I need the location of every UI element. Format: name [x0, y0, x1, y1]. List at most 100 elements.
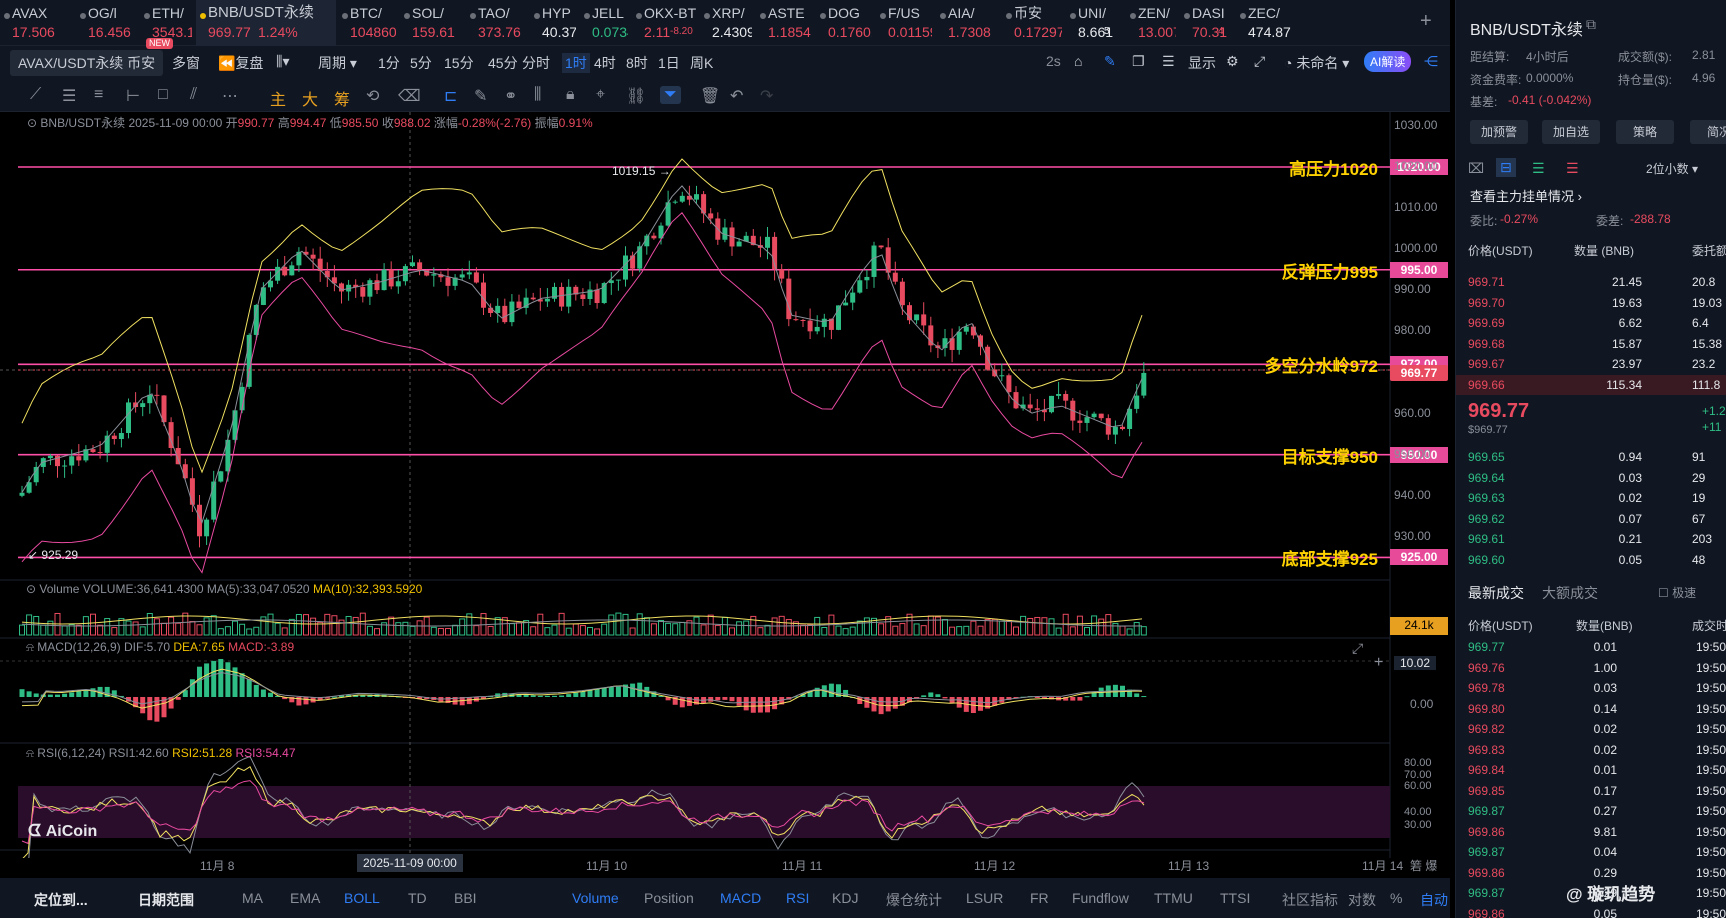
hline-tool-icon[interactable]: ☰ [62, 88, 77, 105]
indicator-tab[interactable]: 对数 [1348, 892, 1376, 908]
link-icon[interactable]: ⛓ [626, 88, 647, 105]
sync-icon[interactable]: ⟲ [366, 88, 380, 105]
rp-action-button[interactable]: 加自选 [1542, 120, 1600, 144]
period-5[interactable]: 1时 [562, 53, 590, 73]
orderbook-row[interactable]: 969.63 0.02 19 [1456, 488, 1726, 508]
indicator-tab[interactable]: LSUR [966, 890, 1004, 906]
symbol-tab[interactable]: ASTE 1.1854 [756, 0, 812, 46]
period-0[interactable]: 1分 [378, 55, 400, 71]
erase-icon[interactable]: ⌫ [398, 88, 421, 105]
period-6[interactable]: 4时 [594, 55, 616, 71]
main-indicator-button[interactable]: 主 [270, 92, 287, 109]
chart-area[interactable] [0, 112, 1450, 869]
period-2[interactable]: 15分 [444, 55, 474, 71]
symbol-tab[interactable]: OKX-BTC 2.11-8.20 [632, 0, 696, 46]
copy-icon[interactable]: ❐ [1132, 53, 1145, 69]
period-8[interactable]: 1日 [658, 55, 680, 71]
orderbook-row[interactable]: 969.67 23.97 23.2 [1456, 354, 1726, 374]
indicator-tab[interactable]: 日期范围 [138, 892, 194, 908]
camera-icon[interactable]: ⌂ [1074, 53, 1083, 69]
chart-type-icon[interactable]: ⫼▾ [276, 53, 290, 69]
symbol-tab[interactable]: OG/l 16.456 [76, 0, 136, 46]
symbol-tab[interactable]: 币安 0.17297 [1002, 0, 1062, 46]
symbol-tab[interactable]: DASI 70.31 4 [1180, 0, 1232, 46]
indicator-tab[interactable]: TD [408, 890, 427, 906]
indicator-tab[interactable]: KDJ [832, 890, 859, 906]
indicator-tab[interactable]: Volume [572, 890, 619, 906]
rp-action-button[interactable]: 加预警 [1470, 120, 1528, 144]
indicator-tab[interactable]: MA [242, 890, 263, 906]
period-3[interactable]: 45分 [488, 55, 518, 71]
symbol-tab[interactable]: DOG 0.17601 [816, 0, 872, 46]
symbol-tab[interactable]: ETH/3543.16 [140, 0, 192, 46]
alert-bell-icon[interactable]: ⍾ [26, 640, 34, 654]
rect-tool-icon[interactable]: □ [158, 86, 168, 103]
symbol-tab[interactable]: BNB/USDT永续 969.77 1.24% [196, 0, 336, 46]
indicator-tab[interactable]: BOLL [344, 890, 380, 906]
indicator-tab[interactable]: Fundflow [1072, 890, 1129, 906]
orderbook-row[interactable]: 969.66 115.34 111.8 [1456, 374, 1726, 395]
orderbook-row[interactable]: 969.61 0.21 203 [1456, 529, 1726, 549]
orderbook-row[interactable]: 969.64 0.03 29 [1456, 468, 1726, 488]
ray-tool-icon[interactable]: ⊢ [126, 88, 140, 105]
period-dropdown[interactable]: 周期 ▾ [318, 55, 357, 71]
indicator-tab[interactable]: TTMU [1154, 890, 1193, 906]
orderbook-bids-icon[interactable]: ☰ [1532, 160, 1545, 176]
candlestick-chart-svg[interactable] [0, 112, 1450, 869]
channel-tool-icon[interactable]: ≡ [94, 86, 104, 103]
tab-latest-trades[interactable]: 最新成交 [1468, 585, 1524, 601]
ai-analysis-button[interactable]: AI解读 [1364, 51, 1412, 72]
orderbook-row[interactable]: 969.70 19.63 19.03 [1456, 293, 1726, 313]
undo-icon[interactable]: ↶ [730, 88, 744, 105]
replay-button[interactable]: ⏪复盘 [218, 55, 264, 71]
indicator-tab[interactable]: EMA [290, 890, 321, 906]
rp-action-button[interactable]: 简况 [1690, 120, 1726, 144]
rp-action-button[interactable]: 策略 [1616, 120, 1674, 144]
layout-dropdown[interactable]: ◔ 未命名 ▾ [1284, 55, 1350, 71]
indicator-tab[interactable]: RSI [786, 890, 810, 906]
depth-link[interactable]: 查看主力挂单情况 › [1470, 189, 1582, 204]
indicator-tab[interactable]: MACD [720, 890, 762, 906]
decimals-dropdown[interactable]: 2位小数 ▾ [1646, 162, 1699, 176]
chips-button[interactable]: 筹 [334, 92, 351, 109]
symbol-tab[interactable]: BTC/104860 [338, 0, 396, 46]
fullscreen-icon[interactable]: ⤢ [1254, 53, 1266, 69]
orderbook-row[interactable]: 969.60 0.05 48 [1456, 550, 1726, 570]
redo-icon[interactable]: ↷ [760, 88, 774, 105]
orderbook-both-icon[interactable]: ⊟ [1496, 158, 1516, 177]
orderbook-asks-icon[interactable]: ☰ [1566, 160, 1579, 176]
symbol-tab[interactable]: ZEN/13.007 [1126, 0, 1176, 46]
settings-icon[interactable]: ⚙ [1226, 53, 1239, 69]
symbol-tab[interactable]: SOL/159.61 [400, 0, 462, 46]
orderbook-row[interactable]: 969.65 0.94 91 [1456, 447, 1726, 467]
indicator-tab[interactable]: TTSI [1220, 890, 1251, 906]
indicator-tab[interactable]: BBI [454, 890, 477, 906]
indicator-tab[interactable]: Position [644, 890, 694, 906]
big-order-button[interactable]: 大 [302, 92, 319, 109]
symbol-tab[interactable]: HYP 40.370 [530, 0, 576, 46]
indicator-tab[interactable]: 定位到... [34, 892, 88, 908]
line-tool-icon[interactable]: ⟋ [30, 86, 42, 103]
share-icon[interactable]: ⋲ [1424, 53, 1438, 69]
chart-collapse-icon[interactable]: ⊙ [27, 116, 38, 130]
magnet-icon[interactable]: ⊏ [444, 88, 458, 105]
orderbook-row[interactable]: 969.69 6.62 6.4 [1456, 313, 1726, 333]
delete-icon[interactable]: 🗑︎ [700, 88, 721, 105]
period-7[interactable]: 8时 [626, 55, 648, 71]
indicator-tab[interactable]: 自动 [1420, 892, 1448, 908]
indicator-tab[interactable]: FR [1030, 890, 1049, 906]
measure-icon[interactable]: ⚭ [504, 88, 518, 105]
symbol-selector[interactable]: AVAX/USDT永续 币安 [10, 50, 164, 76]
volume-toggle-icon[interactable]: ⊙ [26, 582, 37, 596]
brush-icon[interactable]: ✎ [474, 88, 488, 105]
indicator-tab[interactable]: 爆仓统计 [886, 892, 942, 908]
zoom-icon[interactable]: 箬 爆 [1410, 859, 1438, 873]
symbol-tab[interactable]: AVAX 17.506 [0, 0, 72, 46]
layers-icon[interactable]: ☰ [1162, 53, 1175, 69]
fib-tool-icon[interactable]: ⫽ [190, 86, 198, 103]
symbol-tab[interactable]: XRP/2.4309 [700, 0, 752, 46]
candles-icon[interactable]: ⫼ [534, 86, 542, 103]
orderbook-mode-icon[interactable]: ⌧ [1468, 160, 1485, 176]
period-1[interactable]: 5分 [410, 55, 432, 71]
symbol-tab[interactable]: JELL 0.07342 [580, 0, 628, 46]
